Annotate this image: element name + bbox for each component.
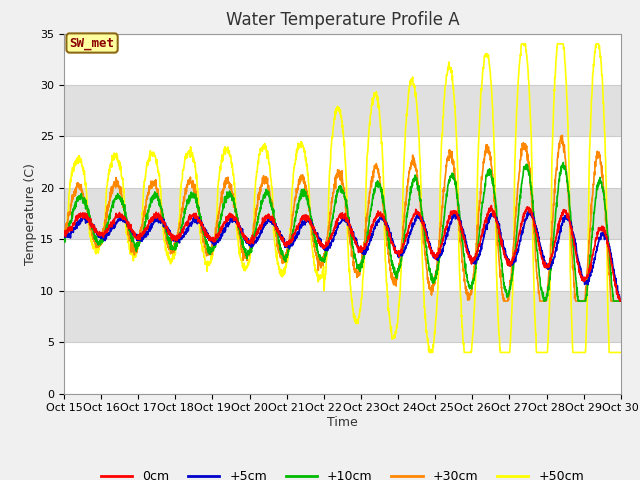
X-axis label: Time: Time: [327, 416, 358, 429]
Bar: [64, 136, 621, 188]
Bar: [64, 240, 621, 291]
Bar: [64, 188, 621, 240]
Bar: [64, 291, 621, 342]
Bar: [64, 342, 621, 394]
Bar: [64, 85, 621, 136]
Bar: [64, 34, 621, 85]
Y-axis label: Temperature (C): Temperature (C): [24, 163, 37, 264]
Legend: 0cm, +5cm, +10cm, +30cm, +50cm: 0cm, +5cm, +10cm, +30cm, +50cm: [96, 465, 589, 480]
Title: Water Temperature Profile A: Water Temperature Profile A: [225, 11, 460, 29]
Text: SW_met: SW_met: [70, 36, 115, 49]
